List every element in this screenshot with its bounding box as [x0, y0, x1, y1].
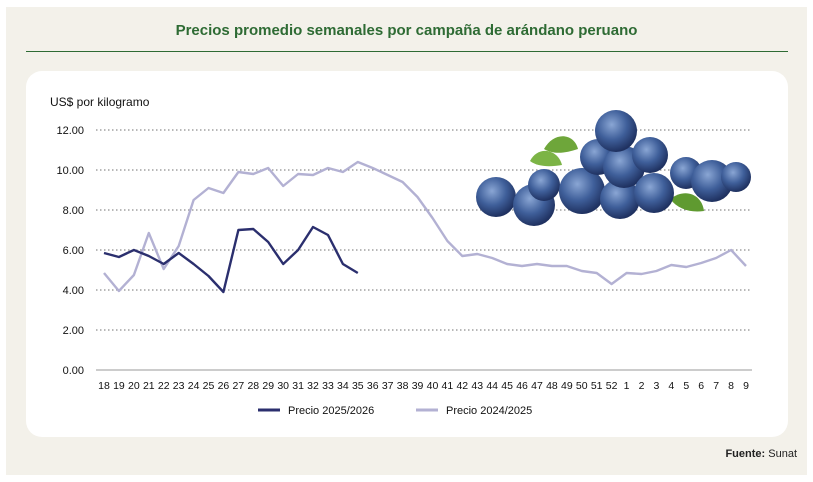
x-tick-label: 29 [262, 380, 274, 392]
x-tick-label: 49 [561, 380, 573, 392]
chart-card: US$ por kilogramo 0.00 2.00 4.00 6.00 8.00 10… [26, 71, 788, 437]
x-tick-label: 50 [576, 380, 588, 392]
blueberry [528, 169, 560, 201]
x-tick-label: 33 [322, 380, 334, 392]
source-value: Sunat [768, 448, 797, 460]
series-lines [103, 160, 747, 294]
x-tick-label: 4 [668, 380, 674, 392]
x-tick-label: 27 [233, 380, 245, 392]
y-tick-label: 6.00 [63, 245, 84, 257]
blueberry [559, 168, 605, 214]
x-tick-label: 43 [471, 380, 483, 392]
y-tick-label: 12.00 [56, 125, 84, 137]
x-tick-label: 6 [698, 380, 704, 392]
x-tick-labels: 18 19 20 21 22 23 24 25 26 27 28 29 30 31 32 33 34 35 36 37… [98, 380, 749, 392]
x-tick-label: 28 [247, 380, 259, 392]
x-tick-label: 52 [606, 380, 618, 392]
grid-lines [96, 129, 752, 371]
y-tick-labels: 0.00 2.00 4.00 6.00 8.00 10.00 12.00 [56, 125, 84, 377]
x-tick-label: 3 [653, 380, 659, 392]
legend-label: Precio 2025/2026 [288, 405, 374, 417]
x-tick-label: 20 [128, 380, 140, 392]
y-axis-label: US$ por kilogramo [50, 95, 150, 109]
line-chart: US$ por kilogramo 0.002.004.006.008.0010… [50, 95, 752, 417]
x-tick-label: 38 [397, 380, 409, 392]
x-tick-label: 18 [98, 380, 110, 392]
leaf-icon [544, 136, 578, 153]
x-tick-label: 48 [546, 380, 558, 392]
legend-label: Precio 2024/2025 [446, 405, 532, 417]
chart-title: Precios promedio semanales por campaña d… [175, 22, 638, 39]
blueberry [595, 110, 637, 152]
title-divider [26, 51, 788, 52]
y-tick-label: 2.00 [63, 325, 84, 337]
y-tick-label: 8.00 [63, 205, 84, 217]
leaf-icon [670, 193, 704, 212]
x-tick-label: 19 [113, 380, 125, 392]
series-line-2025-2026 [103, 225, 359, 294]
x-tick-label: 8 [728, 380, 734, 392]
x-tick-label: 37 [382, 380, 394, 392]
x-tick-label: 24 [188, 380, 200, 392]
y-tick-label: 4.00 [63, 285, 84, 297]
blueberry [600, 179, 640, 219]
series-line-2024-2025 [103, 160, 747, 293]
x-tick-label: 23 [173, 380, 185, 392]
leaf-icon [530, 150, 562, 167]
blueberry [721, 162, 751, 192]
legend: Precio 2025/2026 Precio 2024/2025 [258, 405, 532, 417]
x-tick-label: 9 [743, 380, 749, 392]
x-tick-label: 2 [639, 380, 645, 392]
x-tick-label: 41 [442, 380, 454, 392]
x-tick-label: 32 [307, 380, 319, 392]
x-tick-label: 21 [143, 380, 155, 392]
x-tick-label: 25 [203, 380, 215, 392]
x-tick-label: 34 [337, 380, 349, 392]
x-tick-label: 51 [591, 380, 603, 392]
x-tick-label: 46 [516, 380, 528, 392]
x-tick-label: 45 [501, 380, 513, 392]
x-tick-label: 39 [412, 380, 424, 392]
blueberry [476, 177, 516, 217]
x-tick-label: 5 [683, 380, 689, 392]
x-tick-label: 47 [531, 380, 543, 392]
x-tick-label: 22 [158, 380, 170, 392]
x-tick-label: 26 [218, 380, 230, 392]
x-tick-label: 40 [427, 380, 439, 392]
x-tick-label: 44 [486, 380, 498, 392]
x-tick-label: 31 [292, 380, 304, 392]
blueberry [634, 173, 674, 213]
blueberry [632, 137, 668, 173]
source-label: Fuente: [725, 448, 766, 460]
y-tick-label: 10.00 [56, 165, 84, 177]
y-tick-label: 0.00 [63, 365, 84, 377]
source-note: Fuente: Sunat [725, 448, 797, 460]
x-tick-label: 42 [456, 380, 468, 392]
x-tick-label: 36 [367, 380, 379, 392]
x-tick-label: 1 [624, 380, 630, 392]
x-tick-label: 35 [352, 380, 364, 392]
x-tick-label: 7 [713, 380, 719, 392]
blueberries-illustration [476, 110, 751, 226]
x-tick-label: 30 [277, 380, 289, 392]
